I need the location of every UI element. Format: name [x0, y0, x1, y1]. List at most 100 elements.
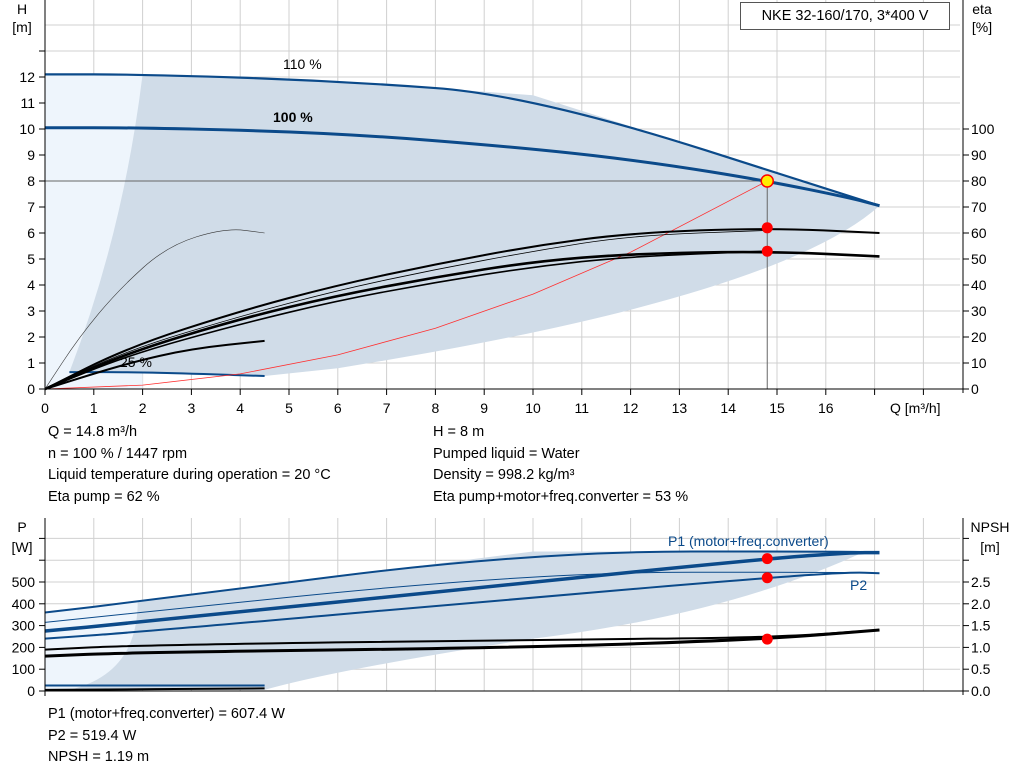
duty-point-marker [761, 572, 773, 584]
duty-point-marker [761, 633, 773, 645]
series-npsh_a [44, 628, 880, 651]
info-speed: n = 100 % / 1447 rpm [48, 445, 188, 462]
y2-tick-label: 100 [971, 121, 995, 137]
y2-tick-label: 50 [971, 251, 987, 267]
x-tick-label: 5 [285, 400, 293, 416]
curve-label-100: 100 % [273, 109, 313, 125]
series-p1 [44, 550, 880, 633]
info-top-right: H = 8 m Pumped liquid = Water Density = … [433, 422, 688, 508]
y2-axis-unit: [%] [972, 19, 992, 35]
x-tick-label: 6 [334, 400, 342, 416]
info-p1: P1 (motor+freq.converter) = 607.4 W [48, 706, 285, 722]
series-label-p2: P2 [850, 577, 867, 593]
curve-label-110: 110 % [283, 56, 322, 72]
info-p2: P2 = 519.4 W [48, 727, 137, 744]
y-tick-label: 7 [27, 199, 35, 215]
series-label-p1: P1 (motor+freq.converter) [668, 533, 829, 549]
y-tick-label: 400 [12, 596, 36, 612]
info-npsh: NPSH = 1.19 m [48, 749, 150, 765]
y-tick-label: 12 [19, 69, 35, 85]
y2-tick-label: 2.0 [971, 596, 991, 612]
y2-tick-label: 60 [971, 225, 987, 241]
x-tick-label: 9 [480, 400, 488, 416]
x-tick-label: 11 [575, 400, 590, 416]
x-tick-label: 0 [41, 400, 49, 416]
info-liquid: Pumped liquid = Water [433, 445, 580, 462]
series-h110 [45, 73, 880, 207]
y2-tick-label: 0.5 [971, 661, 991, 677]
x-tick-label: 8 [432, 400, 440, 416]
y-tick-label: 0 [27, 683, 35, 699]
y2-tick-label: 30 [971, 303, 987, 319]
x-axis-label: Q [m³/h] [890, 400, 941, 416]
series-eta_thin [44, 229, 265, 390]
y2-tick-label: 0.0 [971, 683, 991, 699]
info-eta-pump: Eta pump = 62 % [48, 488, 160, 505]
y2-tick-label: 90 [971, 147, 987, 163]
pump-title: NKE 32-160/170, 3*400 V [740, 2, 950, 30]
y2-tick-label: 40 [971, 277, 987, 293]
info-h: H = 8 m [433, 424, 485, 440]
x-tick-label: 2 [139, 400, 147, 416]
y2-tick-label: 1.0 [971, 639, 991, 655]
info-density: Density = 998.2 kg/m³ [433, 467, 575, 483]
series-npsh [44, 628, 880, 658]
series-eta_pump [44, 228, 880, 390]
series-h100 [44, 126, 880, 208]
series-p1_110 [44, 550, 880, 614]
info-q: Q = 14.8 m³/h [48, 424, 138, 440]
y2-tick-label: 70 [971, 199, 987, 215]
y-tick-label: 10 [19, 121, 35, 137]
y-axis-label: H [17, 1, 27, 17]
x-tick-label: 7 [383, 400, 391, 416]
x-tick-label: 1 [90, 400, 98, 416]
y2-axis-unit: [m] [980, 539, 999, 555]
y-tick-label: 500 [12, 574, 36, 590]
y-tick-label: 6 [27, 225, 35, 241]
y2-axis-label: NPSH [971, 519, 1010, 535]
y-tick-label: 200 [12, 639, 36, 655]
y-tick-label: 4 [27, 277, 35, 293]
series-h25 [69, 371, 265, 377]
x-tick-label: 3 [188, 400, 196, 416]
operating-range-area [69, 74, 880, 377]
y-axis-label: P [17, 519, 26, 535]
y-tick-label: 5 [27, 251, 35, 267]
y2-tick-label: 2.5 [971, 574, 991, 590]
x-tick-label: 12 [623, 400, 639, 416]
info-top-left: Q = 14.8 m³/h n = 100 % / 1447 rpm Liqui… [48, 422, 331, 508]
y-tick-label: 0 [27, 381, 35, 397]
y2-tick-label: 0 [971, 381, 979, 397]
series-p1_110thin [44, 571, 880, 623]
y2-tick-label: 80 [971, 173, 987, 189]
y-tick-label: 8 [27, 173, 35, 189]
x-tick-label: 16 [818, 400, 834, 416]
y-tick-label: 3 [27, 303, 35, 319]
y2-tick-label: 20 [971, 329, 987, 345]
y2-axis-label: eta [972, 1, 992, 17]
duty-point-marker [761, 245, 773, 257]
info-temp: Liquid temperature during operation = 20… [48, 467, 331, 483]
y-tick-label: 300 [12, 618, 36, 634]
y-tick-label: 2 [27, 329, 35, 345]
duty-point-marker [761, 553, 773, 565]
series-p2 [44, 571, 880, 640]
info-bottom: P1 (motor+freq.converter) = 607.4 W P2 =… [48, 704, 285, 769]
info-eta-total: Eta pump+motor+freq.converter = 53 % [433, 488, 689, 505]
y2-tick-label: 10 [971, 355, 987, 371]
y-tick-label: 11 [20, 95, 35, 111]
y-tick-label: 9 [27, 147, 35, 163]
y-axis-unit: [m] [12, 19, 31, 35]
x-tick-label: 4 [236, 400, 244, 416]
duty-point-marker [760, 174, 774, 188]
y2-tick-label: 1.5 [971, 618, 991, 634]
x-tick-label: 13 [672, 400, 688, 416]
x-tick-label: 15 [769, 400, 785, 416]
series-eta25 [44, 339, 265, 390]
x-tick-label: 10 [525, 400, 541, 416]
series-eta_pump_thin [44, 230, 768, 390]
y-tick-label: 100 [12, 661, 36, 677]
curve-label-25: 25 % [120, 354, 152, 370]
duty-point-marker [761, 222, 773, 234]
